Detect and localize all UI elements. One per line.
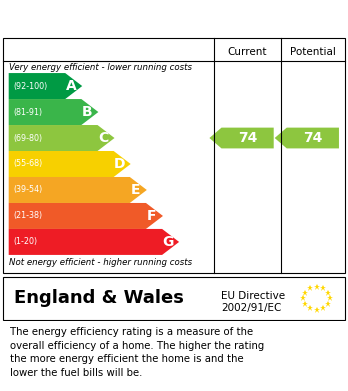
Text: (81-91): (81-91) xyxy=(13,108,42,117)
Text: (92-100): (92-100) xyxy=(13,82,47,91)
Polygon shape xyxy=(9,151,130,177)
Text: Current: Current xyxy=(228,47,267,57)
Text: B: B xyxy=(82,105,93,119)
Text: Potential: Potential xyxy=(290,47,336,57)
Text: E: E xyxy=(131,183,141,197)
Text: A: A xyxy=(66,79,77,93)
Polygon shape xyxy=(9,229,179,255)
Polygon shape xyxy=(9,177,147,203)
Polygon shape xyxy=(9,125,114,151)
Text: 2002/91/EC: 2002/91/EC xyxy=(221,303,281,314)
Polygon shape xyxy=(209,127,274,149)
Text: (69-80): (69-80) xyxy=(13,133,42,142)
Text: 74: 74 xyxy=(303,131,323,145)
Text: G: G xyxy=(163,235,174,249)
Text: Energy Efficiency Rating: Energy Efficiency Rating xyxy=(9,10,238,28)
Text: Not energy efficient - higher running costs: Not energy efficient - higher running co… xyxy=(9,258,192,267)
Polygon shape xyxy=(9,203,163,229)
Polygon shape xyxy=(275,127,339,149)
Text: EU Directive: EU Directive xyxy=(221,291,285,301)
Text: F: F xyxy=(147,209,157,223)
Text: (39-54): (39-54) xyxy=(13,185,42,194)
Polygon shape xyxy=(9,99,98,125)
Text: D: D xyxy=(114,157,125,171)
Text: (1-20): (1-20) xyxy=(13,237,37,246)
Text: C: C xyxy=(98,131,109,145)
Text: (21-38): (21-38) xyxy=(13,212,42,221)
Text: Very energy efficient - lower running costs: Very energy efficient - lower running co… xyxy=(9,63,192,72)
Text: (55-68): (55-68) xyxy=(13,160,42,169)
Polygon shape xyxy=(9,73,82,99)
Text: 74: 74 xyxy=(238,131,257,145)
Text: The energy efficiency rating is a measure of the
overall efficiency of a home. T: The energy efficiency rating is a measur… xyxy=(10,327,265,378)
Text: England & Wales: England & Wales xyxy=(14,289,184,307)
